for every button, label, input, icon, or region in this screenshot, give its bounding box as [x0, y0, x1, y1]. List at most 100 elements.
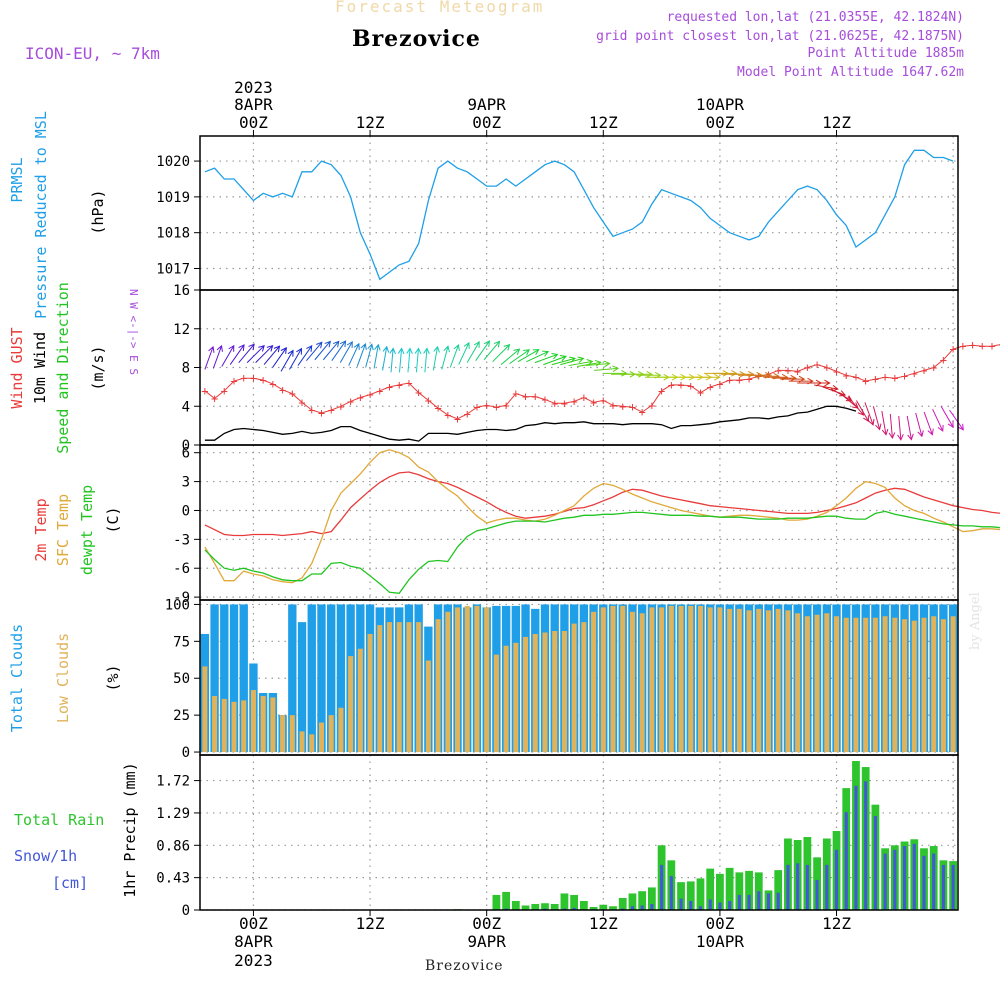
gust-marker: +: [950, 342, 957, 356]
wind-arrow: [940, 405, 954, 428]
snow-bar: [640, 905, 644, 910]
total-cloud-bar: [220, 604, 229, 753]
precip-ytick-label: 1.29: [156, 806, 190, 822]
low-cloud-bar: [377, 625, 383, 753]
gust-marker: +: [464, 407, 471, 421]
top-day-label: 8APR: [234, 95, 273, 114]
low-cloud-bar: [717, 607, 723, 753]
pressure-line: [204, 149, 954, 281]
gust-marker: +: [571, 394, 578, 408]
low-cloud-bar: [445, 611, 451, 753]
gust-marker: +: [211, 392, 218, 406]
gust-marker: +: [619, 399, 626, 413]
gust-marker: +: [843, 368, 850, 382]
gust-marker: +: [959, 339, 966, 353]
wind-arrow-head: [748, 370, 755, 378]
gust-marker: +: [852, 370, 859, 384]
low-cloud-bar: [678, 605, 684, 753]
gust-marker: +: [512, 387, 519, 401]
wind-arrow-head: [947, 421, 954, 428]
gust-marker: +: [201, 384, 208, 398]
wind-arrow-head: [324, 340, 331, 348]
low-cloud-bar: [824, 613, 830, 753]
gust-marker: +: [551, 396, 558, 410]
low-cloud-bar: [765, 610, 772, 753]
top-hour-label: 00Z: [239, 113, 268, 132]
wind-arrow-head: [353, 342, 360, 350]
low-cloud-bar: [386, 622, 393, 753]
temp-unit: (C): [104, 506, 122, 533]
wind-arrow: [204, 346, 214, 370]
snow-bar: [689, 900, 693, 910]
wind-arrow-head: [957, 423, 964, 431]
wind-arrow-head: [586, 359, 594, 366]
gust-marker: +: [366, 388, 373, 402]
wind-arrow-head: [790, 374, 797, 382]
pressure-ytick-label: 1017: [156, 262, 190, 278]
gust-marker: +: [415, 386, 422, 400]
top-year-label: 2023: [234, 78, 273, 97]
snow-bar: [854, 785, 858, 910]
low-cloud-bar: [561, 631, 567, 753]
gust-marker: +: [823, 361, 830, 375]
low-cloud-bar: [785, 610, 791, 753]
snow-bar: [728, 900, 732, 910]
rain-bar: [570, 894, 579, 910]
gust-marker: +: [998, 337, 1000, 351]
low-cloud-bar: [775, 608, 781, 753]
gust-marker: +: [813, 358, 820, 372]
wind-arrow-head: [382, 345, 390, 353]
wind-arrow: [263, 345, 280, 365]
wind-arrow-head: [523, 349, 531, 356]
wind-arrow: [466, 341, 480, 363]
wind-arrow-head: [258, 344, 265, 352]
bottom-year-label: 2023: [234, 951, 273, 970]
wind-ylabel-2: 10m Wind: [31, 332, 49, 404]
wind-arrow-head: [881, 428, 889, 436]
gust-marker: +: [862, 374, 869, 388]
wind-arrow: [415, 348, 420, 373]
snow-bar: [844, 812, 848, 910]
low-cloud-bar: [280, 715, 286, 753]
wind-arrow: [864, 402, 874, 426]
low-cloud-bar: [921, 617, 927, 753]
pressure-panel-bg: [200, 136, 958, 290]
low-cloud-bar: [260, 695, 266, 753]
wind-arrow-head: [493, 340, 501, 348]
temp-ylabel-2: SFC Temp: [54, 494, 72, 566]
total-cloud-bar: [288, 604, 297, 753]
gust-marker: +: [318, 406, 325, 420]
gust-marker: +: [357, 391, 364, 405]
gust-marker: +: [269, 377, 276, 391]
wind-arrow: [856, 400, 869, 422]
low-cloud-bar: [289, 715, 295, 753]
low-cloud-bar: [348, 656, 354, 753]
low-cloud-bar: [435, 619, 441, 753]
wind-arrow-head: [443, 345, 450, 353]
wind-arrow-head: [839, 390, 847, 397]
wind-arrow: [881, 411, 887, 435]
low-cloud-bar: [892, 617, 898, 753]
wind-arrow: [458, 342, 470, 365]
gust-marker: +: [600, 393, 607, 407]
low-cloud-bar: [746, 610, 752, 753]
wind-arrow: [365, 344, 373, 368]
wind-arrow-head: [208, 345, 215, 353]
wind-arrow-head: [603, 360, 611, 368]
wind-arrow-head: [406, 347, 413, 355]
temp-ylabel-3: dewpt Temp: [78, 485, 96, 575]
snow-bar: [737, 894, 741, 910]
wind-arrow-head: [532, 349, 540, 356]
wind-arrow: [246, 345, 265, 364]
wind-arrow: [898, 415, 902, 440]
wind-arrow-head: [296, 347, 303, 355]
low-cloud-bar: [833, 616, 840, 753]
low-cloud-bar: [804, 616, 810, 753]
total-cloud-bar: [336, 604, 346, 753]
snow-bar: [543, 908, 547, 910]
total-cloud-bar: [297, 622, 307, 753]
gust-marker: +: [707, 380, 714, 394]
low-cloud-bar: [931, 616, 937, 753]
wind-arrow-head: [463, 341, 470, 349]
wind-arrow-head: [559, 354, 567, 362]
